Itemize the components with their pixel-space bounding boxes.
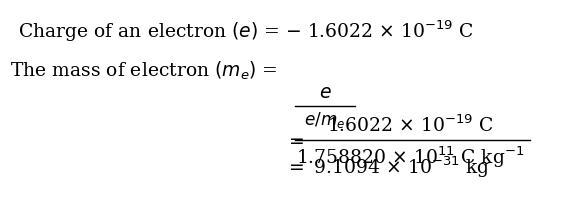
Text: The mass of electron $(m_e)$ =: The mass of electron $(m_e)$ = [10, 60, 278, 82]
Text: $e$: $e$ [319, 84, 331, 102]
Text: Charge of an electron $(e)$ = $-$ 1.6022 $\times$ 10$^{-19}$ C: Charge of an electron $(e)$ = $-$ 1.6022… [18, 18, 473, 44]
Text: 1.6022 $\times$ 10$^{-19}$ C: 1.6022 $\times$ 10$^{-19}$ C [327, 114, 493, 136]
Text: 1.758820 $\times$ 10$^{11}$ C kg$^{-1}$: 1.758820 $\times$ 10$^{11}$ C kg$^{-1}$ [296, 144, 524, 170]
Text: $=$: $=$ [285, 131, 304, 149]
Text: $e/m_e$: $e/m_e$ [304, 110, 346, 130]
Text: $=$ 9.1094 $\times$ 10$^{-31}$ kg: $=$ 9.1094 $\times$ 10$^{-31}$ kg [285, 154, 490, 180]
